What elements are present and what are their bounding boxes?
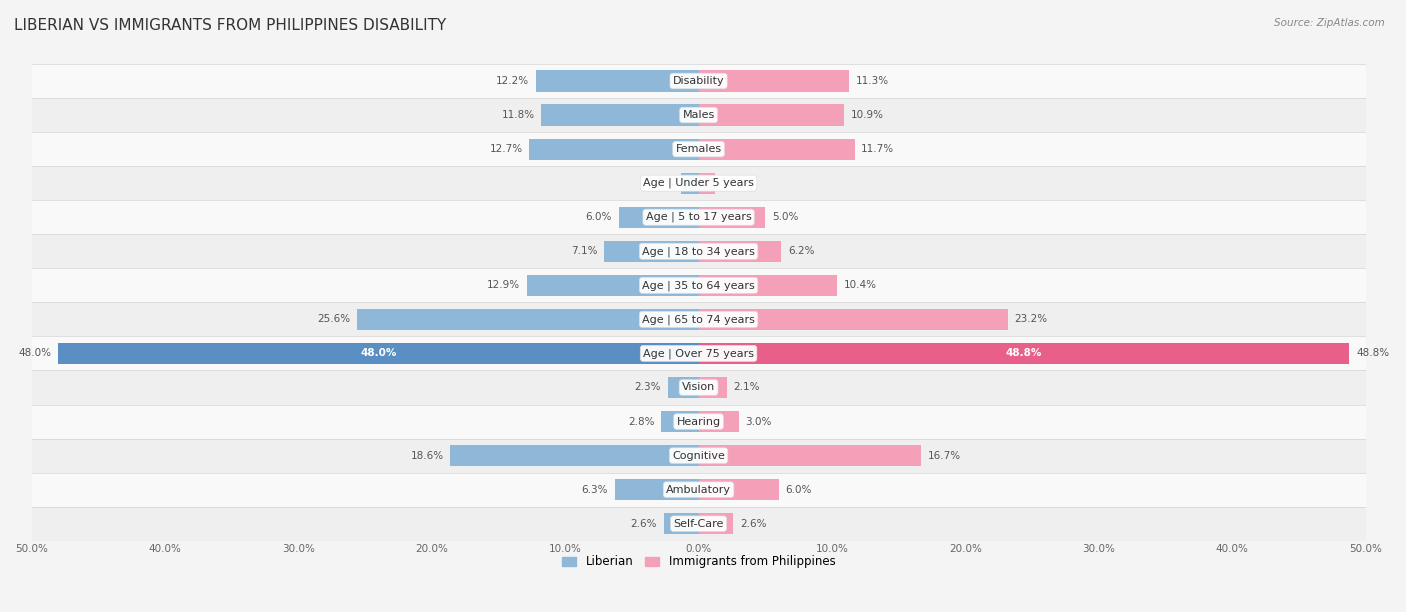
Bar [699,479,779,500]
Text: 2.1%: 2.1% [734,382,759,392]
Text: 25.6%: 25.6% [318,315,350,324]
Text: 12.7%: 12.7% [489,144,523,154]
Text: Age | 18 to 34 years: Age | 18 to 34 years [643,246,755,256]
Text: 18.6%: 18.6% [411,450,444,461]
Text: 48.0%: 48.0% [18,348,52,359]
Text: 6.2%: 6.2% [787,246,814,256]
Text: 2.8%: 2.8% [628,417,655,427]
Text: Age | Over 75 years: Age | Over 75 years [643,348,754,359]
Text: Age | 5 to 17 years: Age | 5 to 17 years [645,212,751,222]
Text: Hearing: Hearing [676,417,721,427]
FancyBboxPatch shape [32,166,1365,200]
Text: 12.9%: 12.9% [486,280,520,290]
Text: 11.3%: 11.3% [856,76,889,86]
Text: 6.3%: 6.3% [581,485,607,494]
Text: 5.0%: 5.0% [772,212,799,222]
Text: Age | 35 to 64 years: Age | 35 to 64 years [643,280,755,291]
Text: 10.4%: 10.4% [844,280,877,290]
FancyBboxPatch shape [32,405,1365,439]
Bar [699,377,727,398]
Text: Vision: Vision [682,382,716,392]
Text: 2.3%: 2.3% [634,382,661,392]
Bar [541,105,699,125]
Text: Self-Care: Self-Care [673,519,724,529]
Bar [661,411,699,432]
Text: Source: ZipAtlas.com: Source: ZipAtlas.com [1274,18,1385,28]
Text: Ambulatory: Ambulatory [666,485,731,494]
Bar [699,138,855,160]
Text: 7.1%: 7.1% [571,246,598,256]
Bar [699,207,765,228]
Text: 16.7%: 16.7% [928,450,962,461]
Text: 2.6%: 2.6% [740,519,766,529]
FancyBboxPatch shape [32,302,1365,337]
Bar [614,479,699,500]
FancyBboxPatch shape [32,132,1365,166]
Text: 11.7%: 11.7% [862,144,894,154]
Text: Age | Under 5 years: Age | Under 5 years [643,178,754,188]
FancyBboxPatch shape [32,370,1365,405]
Text: Age | 65 to 74 years: Age | 65 to 74 years [643,314,755,324]
Text: LIBERIAN VS IMMIGRANTS FROM PHILIPPINES DISABILITY: LIBERIAN VS IMMIGRANTS FROM PHILIPPINES … [14,18,446,34]
Bar [699,513,734,534]
Legend: Liberian, Immigrants from Philippines: Liberian, Immigrants from Philippines [557,551,839,573]
Bar [58,343,699,364]
Text: Females: Females [675,144,721,154]
Bar [699,343,1350,364]
Text: 12.2%: 12.2% [496,76,529,86]
Text: 10.9%: 10.9% [851,110,883,120]
Text: 11.8%: 11.8% [502,110,534,120]
FancyBboxPatch shape [32,234,1365,268]
Bar [699,105,844,125]
Text: 3.0%: 3.0% [745,417,772,427]
Bar [668,377,699,398]
FancyBboxPatch shape [32,472,1365,507]
Bar [357,309,699,330]
Text: 1.3%: 1.3% [648,178,675,188]
Bar [682,173,699,194]
Text: Males: Males [682,110,714,120]
Text: 23.2%: 23.2% [1015,315,1047,324]
FancyBboxPatch shape [32,64,1365,98]
Bar [699,241,782,262]
Text: 48.8%: 48.8% [1005,348,1042,359]
FancyBboxPatch shape [32,200,1365,234]
Bar [526,275,699,296]
FancyBboxPatch shape [32,268,1365,302]
Text: 1.2%: 1.2% [721,178,748,188]
Bar [536,70,699,92]
Bar [699,309,1008,330]
Bar [450,445,699,466]
Bar [699,173,714,194]
Bar [619,207,699,228]
Bar [699,70,849,92]
Text: 48.8%: 48.8% [1357,348,1389,359]
Bar [699,411,738,432]
Bar [699,275,838,296]
Text: 2.6%: 2.6% [631,519,657,529]
Text: 6.0%: 6.0% [585,212,612,222]
Bar [529,138,699,160]
Text: 48.0%: 48.0% [360,348,396,359]
Text: Cognitive: Cognitive [672,450,725,461]
FancyBboxPatch shape [32,337,1365,370]
Text: 6.0%: 6.0% [786,485,811,494]
FancyBboxPatch shape [32,439,1365,472]
Text: Disability: Disability [672,76,724,86]
FancyBboxPatch shape [32,98,1365,132]
Bar [699,445,921,466]
Bar [664,513,699,534]
FancyBboxPatch shape [32,507,1365,541]
Bar [603,241,699,262]
